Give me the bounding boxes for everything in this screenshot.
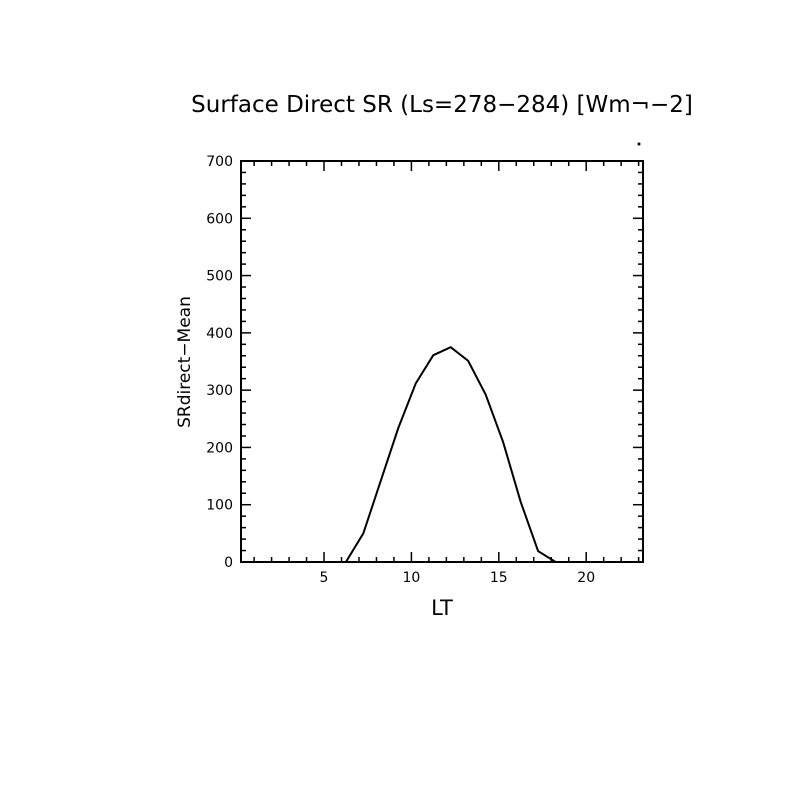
y-tick-label: 700 <box>206 154 233 170</box>
plot-frame <box>240 160 644 563</box>
chart-title: Surface Direct SR (Ls=278−284) [Wm¬−2] <box>191 92 693 118</box>
series-line <box>345 346 557 563</box>
y-axis-label: SRdirect−Mean <box>175 296 195 428</box>
y-tick-label: 300 <box>206 383 233 399</box>
y-tick-label: 200 <box>206 440 233 456</box>
y-tick-label: 100 <box>206 498 233 514</box>
x-axis-label: LT <box>431 596 453 620</box>
y-tick-label: 0 <box>224 555 233 571</box>
corner-dot <box>637 142 641 146</box>
x-tick-label: 10 <box>402 570 420 586</box>
x-tick-label: 5 <box>320 570 329 586</box>
y-tick-label: 600 <box>206 211 233 227</box>
x-tick-label: 15 <box>490 570 508 586</box>
y-tick-label: 400 <box>206 326 233 342</box>
y-tick-label: 500 <box>206 269 233 285</box>
x-tick-label: 20 <box>577 570 595 586</box>
axes <box>240 160 644 563</box>
